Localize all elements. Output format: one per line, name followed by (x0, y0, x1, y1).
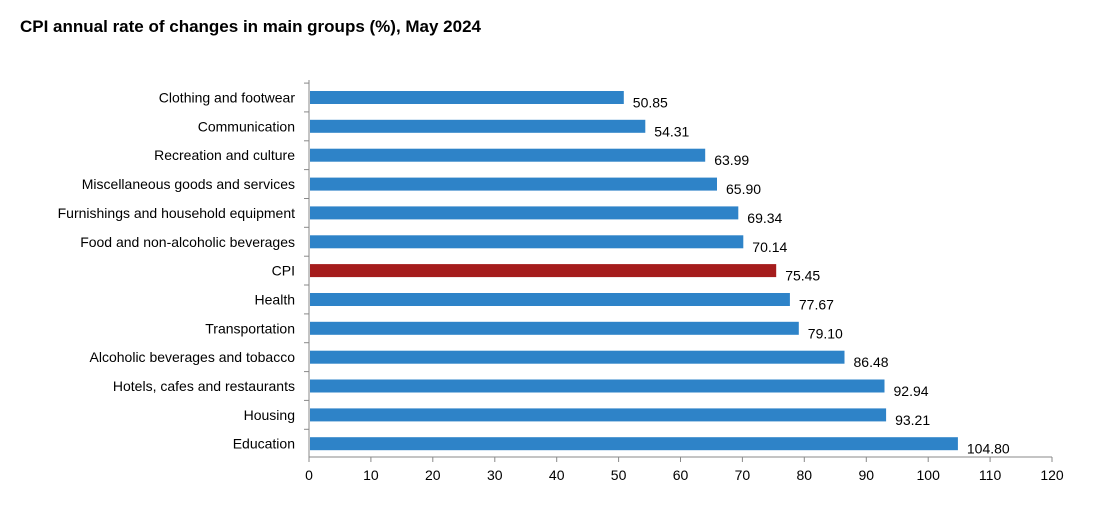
x-tick-label-30: 30 (487, 467, 503, 483)
x-tick-label-0: 0 (305, 467, 313, 483)
bar-food-and-non-alcoholic-beverages (310, 235, 744, 249)
value-label-health: 77.67 (799, 297, 834, 313)
chart-title: CPI annual rate of changes in main group… (20, 17, 482, 36)
bar-communication (310, 119, 646, 133)
value-label-furnishings-and-household-equipment: 69.34 (747, 210, 782, 226)
x-tick-label-50: 50 (611, 467, 627, 483)
bar-clothing-and-footwear (310, 91, 624, 104)
category-label-miscellaneous-goods-and-services: Miscellaneous goods and services (82, 176, 295, 192)
category-label-education: Education (233, 436, 295, 452)
value-label-cpi: 75.45 (785, 268, 820, 284)
value-label-clothing-and-footwear: 50.85 (633, 95, 668, 111)
bar-recreation-and-culture (310, 148, 706, 162)
category-label-health: Health (255, 292, 295, 308)
x-tick-label-80: 80 (797, 467, 813, 483)
bar-housing (310, 408, 887, 422)
value-label-miscellaneous-goods-and-services: 65.90 (726, 181, 761, 197)
x-tick-label-100: 100 (917, 467, 941, 483)
bar-education (310, 437, 958, 451)
x-tick-label-70: 70 (735, 467, 751, 483)
bar-furnishings-and-household-equipment (310, 206, 739, 220)
bar-alcoholic-beverages-and-tobacco (310, 350, 845, 364)
x-tick-label-120: 120 (1040, 467, 1064, 483)
category-label-food-and-non-alcoholic-beverages: Food and non-alcoholic beverages (80, 234, 295, 250)
category-label-communication: Communication (198, 118, 295, 134)
value-label-housing: 93.21 (895, 412, 930, 428)
category-label-recreation-and-culture: Recreation and culture (154, 147, 295, 163)
category-label-housing: Housing (244, 407, 295, 423)
axis-layer: 0 10 20 30 40 50 60 70 80 90 100 110 120 (304, 80, 1064, 483)
category-label-clothing-and-footwear: Clothing and footwear (159, 90, 296, 106)
value-label-food-and-non-alcoholic-beverages: 70.14 (752, 239, 787, 255)
value-label-recreation-and-culture: 63.99 (714, 152, 749, 168)
labels-layer: Clothing and footwear 50.85 Communication 5… (58, 90, 1010, 457)
value-label-education: 104.80 (967, 441, 1010, 457)
x-tick-label-60: 60 (673, 467, 689, 483)
bar-cpi (310, 264, 777, 278)
x-tick-label-90: 90 (859, 467, 875, 483)
bar-transportation (310, 321, 799, 335)
category-label-cpi: CPI (272, 263, 295, 279)
value-label-alcoholic-beverages-and-tobacco: 86.48 (854, 354, 889, 370)
bar-hotels-cafes-and-restaurants (310, 379, 885, 393)
x-tick-label-110: 110 (979, 467, 1002, 483)
value-label-transportation: 79.10 (808, 325, 843, 341)
x-tick-label-20: 20 (425, 467, 441, 483)
bar-miscellaneous-goods-and-services (310, 177, 717, 191)
value-label-communication: 54.31 (654, 123, 689, 139)
x-tick-label-10: 10 (363, 467, 379, 483)
x-tick-label-40: 40 (549, 467, 565, 483)
category-label-transportation: Transportation (205, 320, 295, 336)
category-label-hotels-cafes-and-restaurants: Hotels, cafes and restaurants (113, 378, 295, 394)
value-label-hotels-cafes-and-restaurants: 92.94 (894, 383, 929, 399)
bars-layer (310, 91, 958, 451)
category-label-furnishings-and-household-equipment: Furnishings and household equipment (58, 205, 295, 221)
bar-health (310, 293, 790, 306)
category-label-alcoholic-beverages-and-tobacco: Alcoholic beverages and tobacco (90, 349, 296, 365)
